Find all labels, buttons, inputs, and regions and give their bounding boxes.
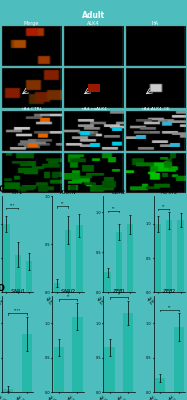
Title: $\it{ZEB2}$: $\it{ZEB2}$ xyxy=(162,287,177,295)
Title: +Ad-caALK4: +Ad-caALK4 xyxy=(80,107,107,111)
Text: B: B xyxy=(4,114,10,123)
Title: +Ad-CTRL: +Ad-CTRL xyxy=(21,107,43,111)
Bar xyxy=(26,262,32,292)
Bar xyxy=(3,388,13,392)
Text: *: * xyxy=(118,293,120,297)
Bar xyxy=(15,254,21,292)
Y-axis label: +Ad-CTRL: +Ad-CTRL xyxy=(0,36,1,57)
Bar xyxy=(22,334,32,392)
Title: $\it{WT1}$: $\it{WT1}$ xyxy=(11,188,24,196)
Text: ***: *** xyxy=(9,203,15,207)
Text: **: ** xyxy=(61,201,64,205)
Text: **: ** xyxy=(111,206,115,210)
Title: $\it{POSTN}$: $\it{POSTN}$ xyxy=(59,188,77,196)
Y-axis label: +Ad-caALK4: +Ad-caALK4 xyxy=(0,75,1,100)
Bar xyxy=(155,378,165,392)
Bar xyxy=(104,348,115,392)
Bar xyxy=(3,224,10,292)
Bar xyxy=(76,225,83,292)
Title: $\it{CDH2}$: $\it{CDH2}$ xyxy=(111,188,127,196)
Title: $\it{ZEB1}$: $\it{ZEB1}$ xyxy=(111,287,126,295)
Bar xyxy=(104,272,111,292)
Bar xyxy=(65,230,71,292)
Text: **: ** xyxy=(66,295,70,299)
Title: $\it{SNAI2}$: $\it{SNAI2}$ xyxy=(60,287,76,295)
Text: D: D xyxy=(0,284,4,293)
Title: ALK4: ALK4 xyxy=(87,21,100,26)
Title: Merge: Merge xyxy=(24,21,39,26)
Bar xyxy=(127,224,133,292)
Bar xyxy=(72,316,83,392)
Bar xyxy=(177,220,184,292)
Bar xyxy=(174,327,184,392)
Title: $\it{ACTA2}$: $\it{ACTA2}$ xyxy=(160,188,178,196)
Text: C: C xyxy=(0,184,5,194)
Bar xyxy=(116,232,122,292)
Bar xyxy=(54,348,64,392)
Bar xyxy=(155,224,161,292)
Bar xyxy=(123,313,133,392)
Text: ****: **** xyxy=(14,308,21,312)
Title: HA: HA xyxy=(152,21,159,26)
Bar xyxy=(54,283,60,292)
Text: **: ** xyxy=(168,305,171,309)
Title: +Ad-ALK4-OE: +Ad-ALK4-OE xyxy=(141,107,170,111)
Text: **: ** xyxy=(162,204,165,208)
Text: A: A xyxy=(4,29,10,38)
Text: Adult: Adult xyxy=(82,11,105,20)
Title: $\it{SNAI1}$: $\it{SNAI1}$ xyxy=(10,287,26,295)
Y-axis label: Phalloidin: Phalloidin xyxy=(0,121,1,141)
Y-axis label: αSMA: αSMA xyxy=(0,167,1,178)
Bar xyxy=(166,220,172,292)
